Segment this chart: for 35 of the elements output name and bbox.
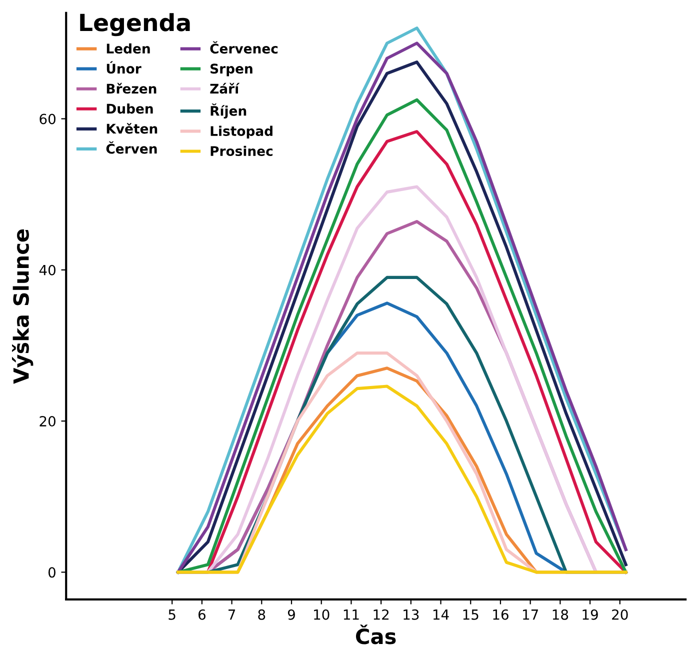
x-tick-label: 10 [314, 609, 330, 620]
y-tick-label: 20 [40, 416, 56, 427]
legend-label: Prosinec [210, 146, 272, 156]
x-tick-label: 18 [552, 609, 568, 620]
x-tick-label: 13 [404, 609, 419, 620]
x-tick-label: 7 [228, 610, 236, 620]
legend-label: Leden [106, 43, 150, 54]
x-tick-label: 5 [168, 610, 176, 620]
x-tick-label: 20 [612, 609, 628, 620]
legend-label: Červenec [210, 41, 278, 54]
y-axis-title: Výška Slunce [12, 229, 34, 384]
legend-label: Září [210, 82, 240, 94]
y-tick-label: 0 [48, 567, 56, 578]
x-axis-title: Čas [356, 624, 396, 644]
legend-label: Srpen [210, 64, 252, 76]
x-tick-label: 16 [493, 609, 508, 620]
legend-label: Listopad [210, 126, 272, 139]
legend-label: Červen [106, 141, 157, 154]
x-tick-label: 14 [433, 610, 449, 620]
x-tick-label: 8 [258, 609, 266, 620]
x-tick-label: 11 [344, 610, 359, 620]
x-tick-label: 15 [463, 610, 478, 620]
x-tick-label: 19 [582, 609, 598, 620]
y-tick-label: 60 [40, 114, 56, 124]
y-tick-label: 40 [39, 264, 56, 276]
x-tick-label: 17 [523, 610, 538, 620]
legend-label: Únor [106, 61, 142, 74]
legend-title: Legenda [80, 13, 190, 36]
legend-label: Květen [106, 122, 158, 134]
x-tick-label: 12 [374, 609, 389, 620]
x-tick-label: 6 [198, 609, 206, 620]
legend-label: Duben [106, 103, 153, 114]
legend-label: Říjen [210, 103, 246, 119]
legend-label: Březen [106, 82, 156, 94]
x-tick-label: 9 [288, 609, 295, 620]
